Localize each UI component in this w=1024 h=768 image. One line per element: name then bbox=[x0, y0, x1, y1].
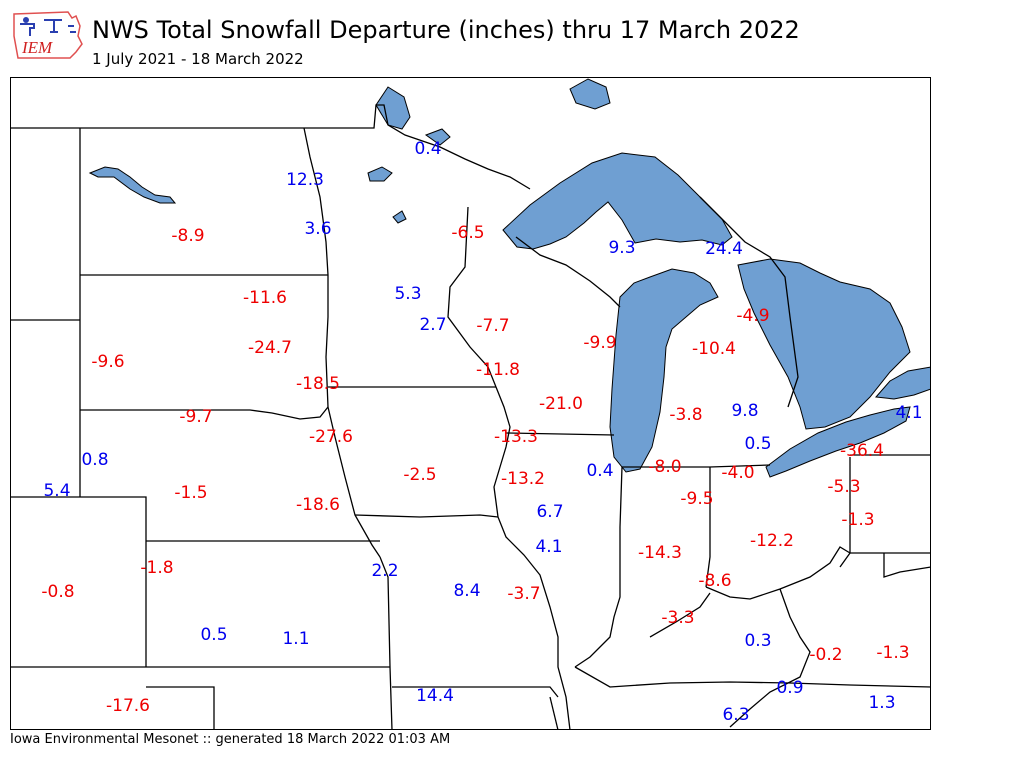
lake-nipigon bbox=[569, 78, 611, 110]
station-value-label: -10.4 bbox=[692, 339, 736, 359]
station-value-label: -18.6 bbox=[296, 495, 340, 515]
snowfall-map: 0.4 12.3 -8.9 3.6 -6.5 9.3 24.4 -11.6 5.3 2.7 -7.7… bbox=[10, 78, 931, 730]
station-value-label: -9.9 bbox=[583, 333, 616, 353]
station-value-label: -0.2 bbox=[809, 645, 842, 665]
station-value-label: 9.3 bbox=[608, 238, 635, 258]
lake-erie-small bbox=[424, 128, 451, 146]
station-value-label: -24.7 bbox=[248, 338, 292, 358]
station-value-label: 0.4 bbox=[414, 139, 441, 159]
station-value-label: -1.8 bbox=[140, 558, 173, 578]
station-value-label: 0.5 bbox=[200, 625, 227, 645]
station-value-label: -2.5 bbox=[403, 465, 436, 485]
page-title: NWS Total Snowfall Departure (inches) th… bbox=[92, 16, 800, 44]
station-value-label: -18.5 bbox=[296, 374, 340, 394]
lake-mille-lacs bbox=[392, 210, 407, 224]
state-borders bbox=[10, 104, 931, 730]
lake-sakakawea bbox=[88, 166, 177, 204]
station-value-label: 8.4 bbox=[453, 581, 480, 601]
lake-michigan bbox=[609, 268, 719, 473]
station-value-label: 5.4 bbox=[43, 481, 70, 501]
station-value-label: 1.1 bbox=[282, 629, 309, 649]
station-value-label: -12.2 bbox=[750, 531, 794, 551]
station-value-label: -3.7 bbox=[507, 584, 540, 604]
station-value-label: 1.3 bbox=[868, 693, 895, 713]
station-value-label: -14.3 bbox=[638, 543, 682, 563]
station-value-label: 24.4 bbox=[705, 239, 743, 259]
station-value-label: -11.8 bbox=[476, 360, 520, 380]
station-value-label: 0.3 bbox=[744, 631, 771, 651]
station-value-label: -9.5 bbox=[680, 489, 713, 509]
page-subtitle: 1 July 2021 - 18 March 2022 bbox=[92, 50, 304, 68]
logo-text: IEM bbox=[21, 38, 53, 57]
station-value-label: -8.0 bbox=[648, 457, 681, 477]
station-value-label: -9.7 bbox=[179, 407, 212, 427]
water-bodies bbox=[88, 78, 931, 478]
station-value-label: -3.8 bbox=[669, 405, 702, 425]
station-value-label: -27.6 bbox=[309, 427, 353, 447]
lake-of-the-woods bbox=[375, 86, 411, 130]
iem-logo: IEM bbox=[13, 11, 83, 59]
station-value-label: -8.6 bbox=[698, 571, 731, 591]
station-value-label: -7.7 bbox=[476, 316, 509, 336]
station-value-label: 6.7 bbox=[536, 502, 563, 522]
station-value-label: -13.3 bbox=[494, 427, 538, 447]
station-value-label: -5.3 bbox=[827, 477, 860, 497]
lake-huron bbox=[737, 258, 911, 430]
station-value-label: -4.0 bbox=[721, 463, 754, 483]
lake-superior bbox=[502, 152, 733, 250]
lake-erie bbox=[765, 406, 911, 478]
station-value-label: 4.1 bbox=[895, 403, 922, 423]
station-value-label: -13.2 bbox=[501, 469, 545, 489]
station-value-label: -1.5 bbox=[174, 483, 207, 503]
station-value-label: -1.3 bbox=[876, 643, 909, 663]
lake-red bbox=[367, 166, 393, 182]
station-value-label: 0.9 bbox=[776, 678, 803, 698]
station-value-label: -36.4 bbox=[840, 441, 884, 461]
station-value-label: 2.2 bbox=[371, 561, 398, 581]
station-value-label: -9.6 bbox=[91, 352, 124, 372]
station-value-label: 3.6 bbox=[304, 219, 331, 239]
station-value-label: 0.8 bbox=[81, 450, 108, 470]
footer-text: Iowa Environmental Mesonet :: generated … bbox=[10, 732, 451, 747]
station-value-label: 14.4 bbox=[416, 686, 454, 706]
lake-ontario bbox=[874, 366, 931, 400]
station-labels: 0.4 12.3 -8.9 3.6 -6.5 9.3 24.4 -11.6 5.3 2.7 -7.7… bbox=[41, 139, 922, 725]
station-value-label: 9.8 bbox=[731, 401, 758, 421]
station-value-label: -4.9 bbox=[736, 306, 769, 326]
station-value-label: -21.0 bbox=[539, 394, 583, 414]
station-value-label: -8.9 bbox=[171, 226, 204, 246]
station-value-label: 0.4 bbox=[586, 461, 613, 481]
station-value-label: 12.3 bbox=[286, 170, 324, 190]
station-value-label: 6.3 bbox=[722, 705, 749, 725]
station-value-label: -11.6 bbox=[243, 288, 287, 308]
station-value-label: 4.1 bbox=[535, 537, 562, 557]
station-value-label: -6.5 bbox=[451, 223, 484, 243]
station-value-label: 0.5 bbox=[744, 434, 771, 454]
station-value-label: -17.6 bbox=[106, 696, 150, 716]
station-value-label: -1.3 bbox=[841, 510, 874, 530]
station-value-label: 5.3 bbox=[394, 284, 421, 304]
station-value-label: 2.7 bbox=[419, 315, 446, 335]
station-value-label: -3.3 bbox=[661, 608, 694, 628]
station-value-label: -0.8 bbox=[41, 582, 74, 602]
